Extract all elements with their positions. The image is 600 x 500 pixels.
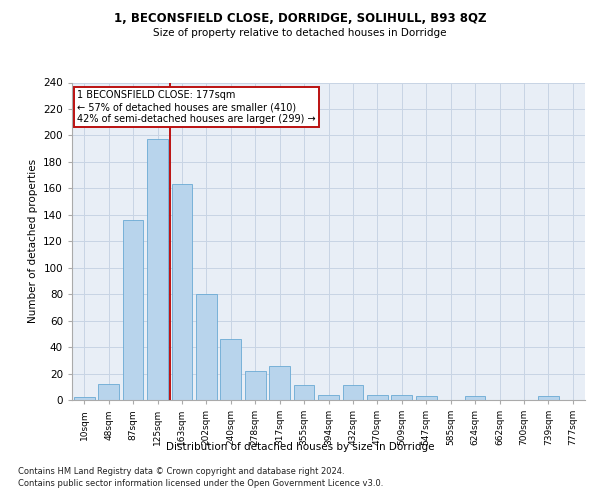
Bar bbox=[172, 184, 193, 400]
Bar bbox=[147, 140, 168, 400]
Bar bbox=[391, 394, 412, 400]
Bar bbox=[74, 398, 95, 400]
Text: Size of property relative to detached houses in Dorridge: Size of property relative to detached ho… bbox=[153, 28, 447, 38]
Bar bbox=[416, 396, 437, 400]
Bar bbox=[538, 396, 559, 400]
Text: Contains HM Land Registry data © Crown copyright and database right 2024.: Contains HM Land Registry data © Crown c… bbox=[18, 468, 344, 476]
Bar bbox=[220, 339, 241, 400]
Bar bbox=[367, 394, 388, 400]
Bar bbox=[269, 366, 290, 400]
Text: 1, BECONSFIELD CLOSE, DORRIDGE, SOLIHULL, B93 8QZ: 1, BECONSFIELD CLOSE, DORRIDGE, SOLIHULL… bbox=[114, 12, 486, 26]
Bar bbox=[293, 386, 314, 400]
Bar bbox=[343, 386, 364, 400]
Bar bbox=[98, 384, 119, 400]
Y-axis label: Number of detached properties: Number of detached properties bbox=[28, 159, 38, 324]
Bar bbox=[245, 371, 266, 400]
Bar bbox=[122, 220, 143, 400]
Text: 1 BECONSFIELD CLOSE: 177sqm
← 57% of detached houses are smaller (410)
42% of se: 1 BECONSFIELD CLOSE: 177sqm ← 57% of det… bbox=[77, 90, 316, 124]
Bar bbox=[318, 394, 339, 400]
Text: Contains public sector information licensed under the Open Government Licence v3: Contains public sector information licen… bbox=[18, 479, 383, 488]
Text: Distribution of detached houses by size in Dorridge: Distribution of detached houses by size … bbox=[166, 442, 434, 452]
Bar bbox=[196, 294, 217, 400]
Bar bbox=[464, 396, 485, 400]
